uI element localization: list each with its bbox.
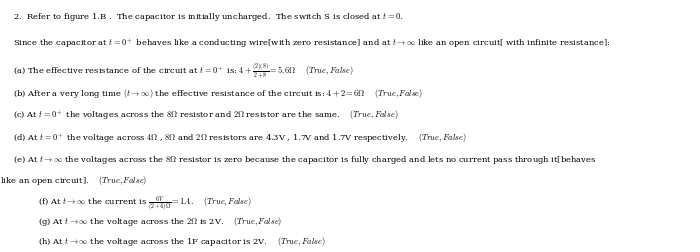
Text: (b) After a very long time $(t \rightarrow \infty)$ the effective resistance of : (b) After a very long time $(t \rightarr…: [13, 87, 423, 100]
Text: (g) At $t \rightarrow \infty$ the voltage across the $2\Omega$ is 2V.    $(True,: (g) At $t \rightarrow \infty$ the voltag…: [38, 215, 283, 228]
Text: (h) At $t \rightarrow \infty$ the voltage across the 1F capacitor is 2V.    $(Tr: (h) At $t \rightarrow \infty$ the voltag…: [38, 235, 326, 248]
Text: (a) The effective resistance of the circuit at $t = 0^+$ is: $4 + \frac{(2)(8)}{: (a) The effective resistance of the circ…: [13, 62, 354, 80]
Text: (e) At $t \rightarrow \infty$ the voltages across the $8\Omega$ resistor is zero: (e) At $t \rightarrow \infty$ the voltag…: [13, 154, 596, 166]
Text: (c) At $t = 0^+$ the voltages across the $8\Omega$ resistor and $2\Omega$ resist: (c) At $t = 0^+$ the voltages across the…: [13, 109, 398, 122]
Text: 2.  Refer to figure 1.B .  The capacitor is initially uncharged.  The switch S i: 2. Refer to figure 1.B . The capacitor i…: [13, 11, 402, 23]
Text: like an open circuit].    $(True, False)$: like an open circuit]. $(True, False)$: [0, 174, 147, 187]
Text: (d) At $t = 0^+$ the voltage across $4\Omega$ , $8\Omega$ and $2\Omega$ resistor: (d) At $t = 0^+$ the voltage across $4\O…: [13, 132, 466, 145]
Text: (f) At $t \rightarrow \infty$ the current is $\frac{6V}{(2+4)\Omega} = 1A$.    $: (f) At $t \rightarrow \infty$ the curren…: [38, 195, 253, 214]
Text: Since the capacitor at $t = 0^+$ behaves like a conducting wire[with zero resist: Since the capacitor at $t = 0^+$ behaves…: [13, 37, 610, 50]
